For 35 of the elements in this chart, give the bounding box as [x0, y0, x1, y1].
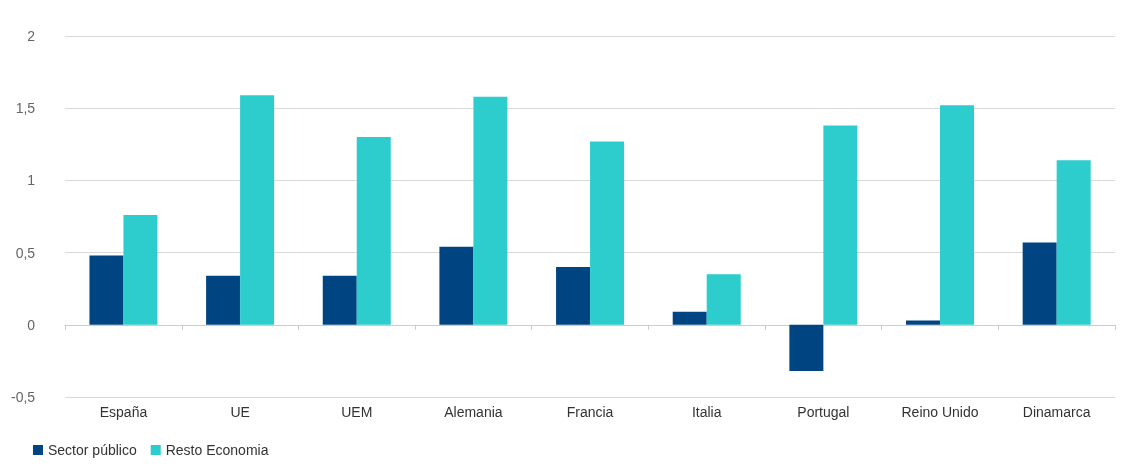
- bar: [1022, 242, 1057, 325]
- bar: [356, 137, 391, 325]
- bar: [706, 274, 741, 325]
- x-tick-label: Italia: [691, 404, 722, 420]
- x-tick-label: Francia: [566, 404, 614, 420]
- bar: [672, 311, 707, 325]
- x-tick-label: Portugal: [797, 404, 850, 420]
- bar: [789, 324, 824, 372]
- bar: [1056, 160, 1091, 325]
- bar: [439, 246, 474, 325]
- legend-label: Sector público: [48, 442, 137, 458]
- x-tick-label: UEM: [341, 404, 373, 420]
- bar: [940, 105, 975, 325]
- bar: [123, 215, 158, 325]
- legend-label: Resto Economia: [165, 442, 269, 458]
- x-tick-label: Reino Unido: [901, 404, 979, 420]
- bar: [206, 275, 241, 325]
- y-tick-label: -0,5: [11, 389, 36, 405]
- x-tick-label: UE: [230, 404, 250, 420]
- x-tick-label: Alemania: [444, 404, 503, 420]
- bar: [473, 96, 508, 325]
- x-tick-label: España: [99, 404, 148, 420]
- x-tick-label: Dinamarca: [1022, 404, 1091, 420]
- y-tick-label: 1: [27, 172, 36, 189]
- bar: [556, 267, 591, 325]
- y-tick-label: 2: [27, 28, 36, 44]
- y-tick-label: 0: [27, 316, 36, 333]
- bar: [322, 275, 357, 325]
- bar: [240, 95, 275, 325]
- y-tick-label: 1,5: [15, 100, 36, 117]
- y-tick-label: 0,5: [15, 244, 36, 261]
- bar: [590, 141, 625, 325]
- bar: [906, 320, 941, 325]
- bar: [89, 255, 124, 325]
- bar: [823, 125, 858, 325]
